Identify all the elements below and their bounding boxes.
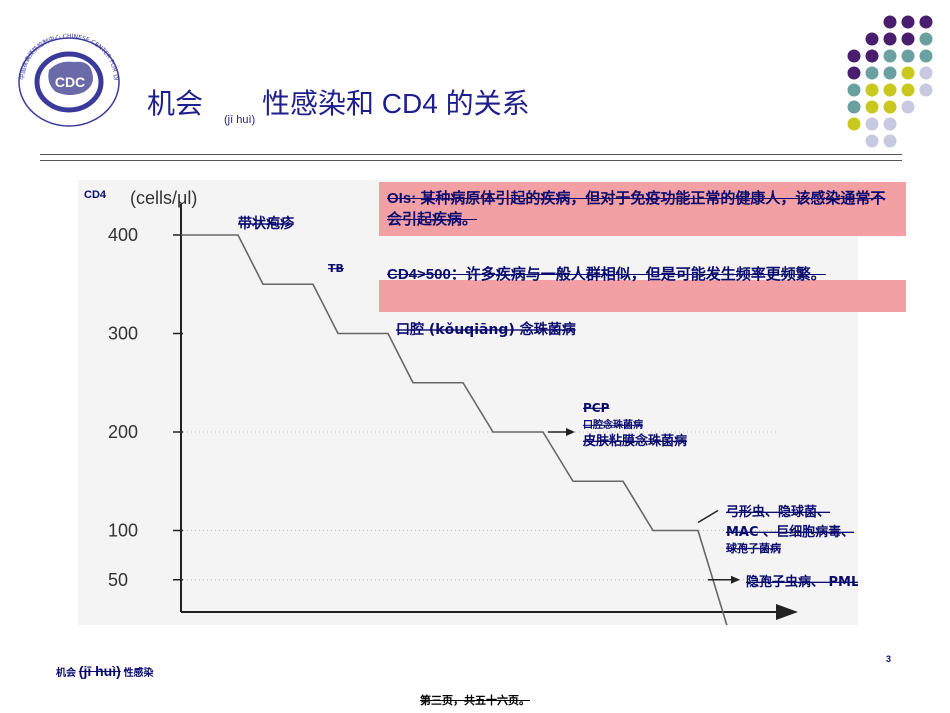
decorative-dot — [847, 83, 861, 97]
decorative-dot — [847, 100, 861, 114]
decorative-dot — [901, 49, 915, 63]
decorative-dot — [883, 32, 897, 46]
cd4-note-box — [379, 280, 906, 312]
decorative-dot — [901, 15, 915, 29]
chart-annotation: TB — [328, 262, 344, 275]
chart-annotation: 口腔念珠菌病 — [583, 418, 643, 431]
logo-center-text: CDC — [55, 74, 85, 90]
chart-annotation: 皮肤粘膜念珠菌病 — [582, 433, 687, 449]
decorative-dot — [901, 66, 915, 80]
decorative-dot — [883, 134, 897, 148]
chart-annotation: 隐孢子虫病、 PML — [746, 574, 858, 590]
decorative-dot — [865, 83, 879, 97]
x-axis-arrow — [776, 604, 798, 620]
footer-caption-c: 性感染 — [123, 668, 154, 679]
chart-annotation: 弓形虫、隐球菌、 — [726, 504, 830, 520]
y-axis-label: CD4 — [84, 189, 107, 201]
cd4-chart: CD4 (cells/μl) 400 300 200 100 50 带状疱疹 TB 口腔 (kǒu… — [78, 180, 858, 625]
decorative-dot — [847, 117, 861, 131]
y-tick-label: 100 — [108, 521, 138, 541]
decorative-dot — [901, 100, 915, 114]
y-axis-unit: (cells/μl) — [130, 188, 197, 208]
y-tick-label: 50 — [108, 570, 128, 590]
decorative-dot — [865, 117, 879, 131]
decorative-dot — [919, 32, 933, 46]
decorative-dot — [865, 32, 879, 46]
annotation-arrow-head — [566, 428, 575, 436]
decorative-dot — [865, 134, 879, 148]
cd4-decline-line — [181, 234, 728, 625]
cd4-note-text: CD4>500：许多疾病与一般人群相似，但是可能发生频率更频繁。 — [387, 266, 826, 283]
footer-caption: 机会 (jī huì) 性感染 — [56, 663, 154, 679]
chart-annotation: PCP — [583, 401, 610, 415]
decorative-dot — [865, 66, 879, 80]
y-tick-label: 400 — [108, 225, 138, 245]
decorative-dot — [901, 83, 915, 97]
chart-annotation: MAC 、巨细胞病毒、 — [726, 524, 854, 540]
decorative-dot — [883, 66, 897, 80]
decorative-dot — [883, 83, 897, 97]
decorative-dot — [847, 66, 861, 80]
title-pinyin: (jī huì) — [224, 114, 256, 126]
page-footer-text: 第三页，共五十六页。 — [420, 695, 530, 707]
decorative-dot — [883, 117, 897, 131]
annotation-arrow — [697, 509, 719, 524]
decorative-dot — [919, 49, 933, 63]
cdc-logo: CDC 中国疾病预防控制中心 CHINESE CENTER FOR DISEAS… — [4, 20, 120, 127]
decorative-dot — [883, 49, 897, 63]
page-title-rest: 性感染和 CD4 的关系 — [262, 88, 530, 119]
page-title: 机会 — [147, 88, 204, 119]
decorative-dot — [901, 32, 915, 46]
y-tick-label: 300 — [108, 324, 138, 344]
decorative-dot — [865, 100, 879, 114]
annotation-arrow-head — [731, 575, 740, 584]
decorative-dot-grid — [847, 15, 933, 148]
decorative-dot — [919, 66, 933, 80]
footer-caption-a: 机会 — [56, 668, 76, 679]
decorative-dot — [883, 100, 897, 114]
decorative-dot — [919, 15, 933, 29]
ois-note-box: OIs: 某种病原体引起的疾病，但对于免疫功能正常的健康人，该感染通常不会引起疾… — [379, 182, 906, 236]
decorative-dot — [847, 49, 861, 63]
divider-bottom — [40, 160, 902, 161]
decorative-dot — [865, 49, 879, 63]
page-number: 3 — [886, 654, 892, 664]
chart-annotation: 口腔 (kǒuqiāng) 念珠菌病 — [396, 321, 576, 338]
ois-note-text: OIs: 某种病原体引起的疾病，但对于免疫功能正常的健康人，该感染通常不会引起疾… — [387, 190, 886, 228]
decorative-dot — [883, 15, 897, 29]
chart-annotation: 球孢子菌病 — [726, 541, 781, 555]
decorative-dot — [919, 83, 933, 97]
footer-caption-pinyin: (jī huì) — [78, 663, 121, 679]
chart-annotation: 带状疱疹 — [238, 215, 295, 232]
y-tick-label: 200 — [108, 422, 138, 442]
divider-top — [40, 154, 902, 155]
